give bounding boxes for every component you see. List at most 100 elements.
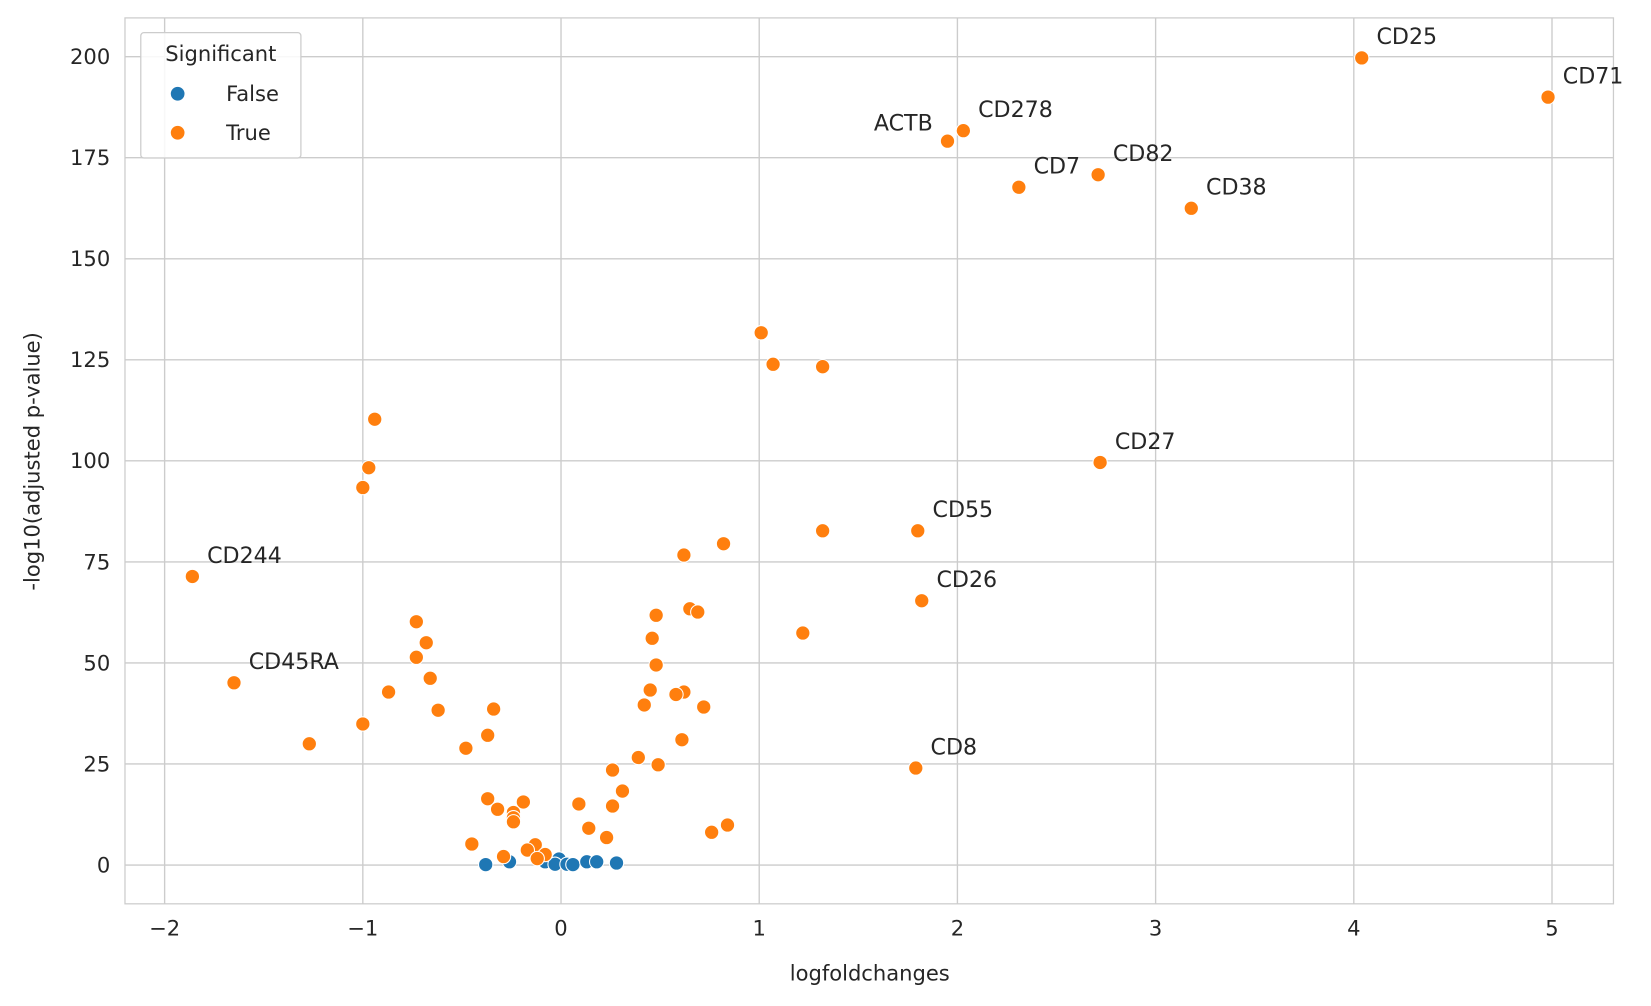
x-tick-label: 5 [1545,915,1558,940]
point-true [690,604,706,620]
gene-label: CD45RA [249,649,339,675]
legend-marker-true [170,125,185,140]
point-true [458,740,474,756]
point-true [753,325,769,341]
x-tick-labels: −2 −1 0 1 2 3 4 5 [149,915,1559,940]
point-true [408,649,425,665]
point-false [478,856,494,873]
x-tick-label: 4 [1347,915,1360,940]
gene-label: CD71 [1563,63,1624,89]
point-true [696,699,712,715]
y-axis-label: -log10(adjusted p-value) [20,332,45,590]
point-true [674,732,690,748]
point-true [795,625,811,641]
point-true [485,701,502,717]
legend-title: Significant [165,41,276,66]
point-true [361,460,377,476]
point-true [422,670,438,686]
gene-label: CD25 [1376,24,1437,50]
point-true [515,794,532,810]
point-true [719,817,736,833]
point-true [418,635,434,651]
point-true [581,820,597,836]
point-true [1092,454,1108,471]
point-true [367,411,383,427]
annotations: CD25 CD71 CD278 ACTB CD7 CD82 CD38 CD27 CD55 CD26… [207,24,1623,760]
point-true [648,607,664,623]
point-true [676,547,692,563]
point-true [644,630,660,646]
point-true [489,801,506,817]
x-tick-label: 1 [753,915,766,940]
legend-marker-false [170,86,185,101]
point-true [910,523,926,539]
point-true [408,614,425,630]
point-true [226,675,242,691]
point-true [1183,200,1199,216]
point-true [1090,167,1106,183]
point-true [604,798,621,814]
point-true [955,122,972,139]
point-true [642,682,658,698]
y-tick-label: 150 [70,246,110,271]
point-true [505,814,522,830]
y-tick-label: 175 [70,145,110,170]
legend-label-false: False [226,81,279,106]
gene-label: CD27 [1115,429,1176,455]
point-true [1011,179,1027,195]
point-false [608,855,625,871]
x-tick-label: 3 [1149,915,1162,940]
gene-label: CD38 [1206,175,1267,201]
y-tick-label: 100 [70,448,110,473]
point-true [630,749,647,766]
y-tick-label: 125 [70,347,110,372]
point-true [668,686,684,703]
y-tick-label: 0 [97,852,110,877]
y-tick-label: 75 [83,549,110,574]
x-tick-label: −1 [347,915,378,940]
point-true [1354,50,1370,66]
point-true [814,523,831,539]
point-true [908,760,924,776]
x-tick-label: −2 [149,915,180,940]
y-tick-label: 25 [83,751,110,776]
point-true [614,783,631,799]
point-true [765,356,781,372]
gene-label: CD7 [1034,154,1081,180]
point-true [430,702,446,718]
y-tick-label: 50 [83,650,110,675]
point-true [814,359,831,375]
legend-label-true: True [225,120,271,145]
point-true [519,842,536,858]
gene-label: CD244 [207,543,282,569]
point-true [464,836,480,852]
grid [124,17,1614,904]
gene-label: CD55 [933,497,994,523]
point-true [479,791,496,807]
point-true [604,762,621,778]
y-tick-labels: 0 25 50 75 100 125 150 175 200 [70,44,110,877]
point-false [565,856,581,873]
legend: Significant False True [140,32,302,159]
point-true [355,479,371,496]
point-true [939,133,956,149]
point-true [914,593,930,609]
point-true [648,657,664,673]
gene-label: CD278 [978,97,1053,123]
point-true [571,796,587,812]
point-true [495,848,512,865]
data-points [184,50,1556,873]
point-true [380,684,397,700]
gene-label: CD82 [1113,141,1174,167]
point-true [650,757,666,773]
point-true [184,568,201,585]
x-axis-label: logfoldchanges [790,961,950,986]
point-false [589,854,605,870]
point-true [598,829,615,846]
y-tick-label: 200 [70,44,110,69]
point-true [529,850,545,867]
gene-label: ACTB [874,111,933,137]
point-true [636,697,652,713]
point-true [715,536,732,552]
